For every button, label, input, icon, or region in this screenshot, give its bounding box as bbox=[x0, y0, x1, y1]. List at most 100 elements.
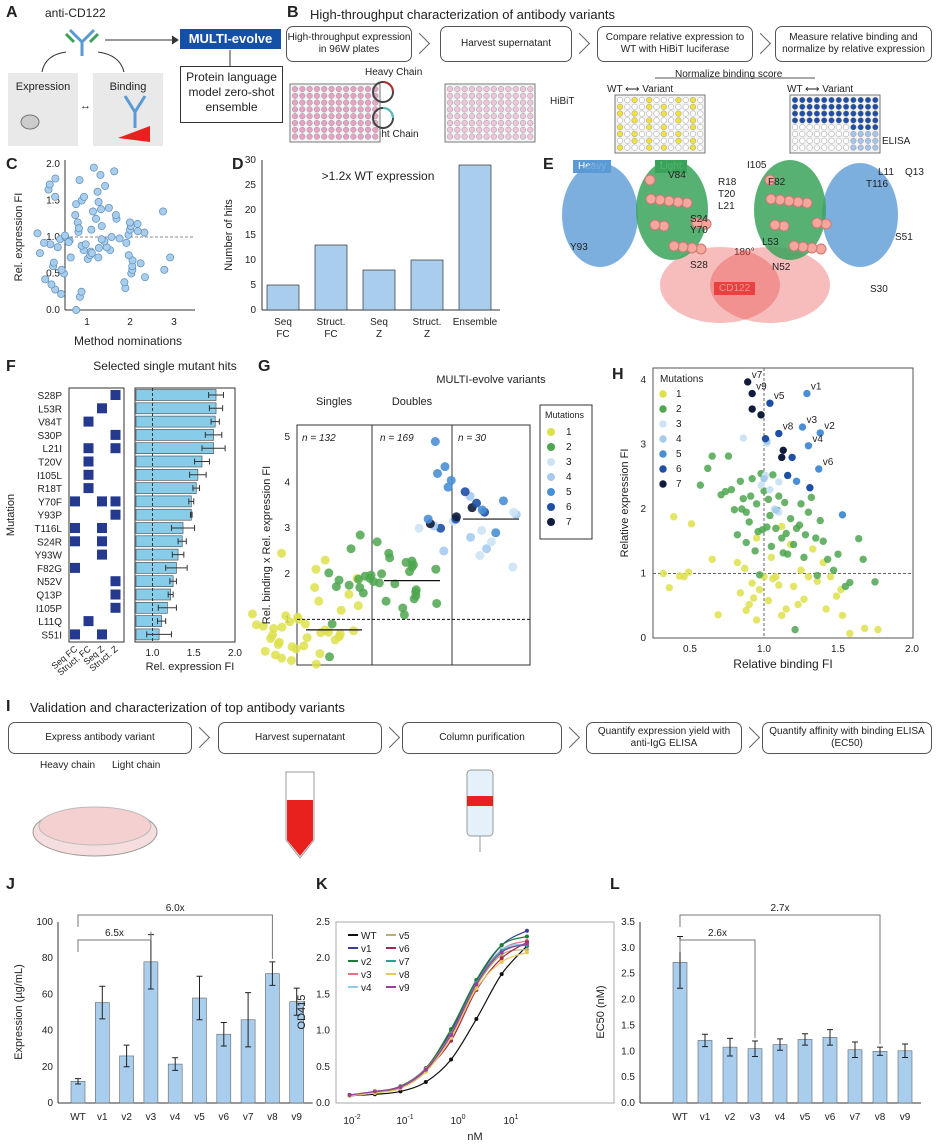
x-tick-label: v8 bbox=[875, 1112, 886, 1123]
data-point bbox=[752, 616, 761, 624]
y-tick-label: 0 bbox=[640, 633, 646, 644]
well bbox=[660, 137, 667, 144]
data-point bbox=[769, 471, 777, 479]
well bbox=[843, 124, 850, 131]
data-point bbox=[680, 573, 688, 581]
data-point bbox=[733, 558, 742, 567]
data-point bbox=[107, 233, 116, 241]
residue-label: S24 bbox=[690, 214, 708, 225]
data-point bbox=[746, 492, 755, 500]
data-point bbox=[766, 485, 774, 494]
y-tick-label: 2.0 bbox=[316, 953, 330, 964]
data-point bbox=[310, 582, 320, 592]
data-point bbox=[749, 594, 758, 602]
well bbox=[865, 124, 872, 131]
legend-label: 6 bbox=[676, 464, 682, 475]
series-line bbox=[349, 945, 528, 1097]
well bbox=[527, 133, 534, 140]
well bbox=[638, 124, 645, 131]
well bbox=[520, 85, 527, 92]
data-point bbox=[800, 595, 808, 603]
well bbox=[813, 110, 820, 117]
row-label: N52V bbox=[37, 577, 62, 588]
chart-title: Selected single mutant hits bbox=[93, 359, 236, 373]
well bbox=[806, 144, 813, 151]
well bbox=[624, 96, 631, 103]
well bbox=[490, 113, 497, 120]
well bbox=[527, 113, 534, 120]
error-bar bbox=[210, 418, 220, 425]
bar bbox=[135, 389, 217, 401]
well bbox=[668, 96, 675, 103]
data-point bbox=[789, 582, 798, 591]
y-tick-label: 1 bbox=[640, 569, 646, 580]
panel-label-j: J bbox=[6, 876, 15, 893]
well bbox=[512, 113, 519, 120]
well bbox=[328, 99, 335, 106]
fold-change-label: 2.7x bbox=[771, 903, 790, 914]
y-tick-label: 1.0 bbox=[621, 1046, 635, 1057]
well-plates bbox=[289, 83, 881, 154]
data-point bbox=[742, 538, 750, 547]
data-point bbox=[748, 405, 756, 413]
well bbox=[357, 99, 364, 106]
protein-structure-render bbox=[562, 160, 898, 323]
well bbox=[335, 92, 342, 99]
y-tick-label: 3.0 bbox=[621, 943, 635, 954]
fold-change-label: 6.5x bbox=[105, 928, 124, 939]
data-point bbox=[336, 605, 346, 615]
well bbox=[638, 110, 645, 117]
data-point bbox=[110, 167, 119, 176]
legend-swatch bbox=[659, 450, 667, 458]
error-bar bbox=[170, 525, 196, 531]
x-tick-label: v5 bbox=[194, 1112, 205, 1123]
x-tick-label: Struct. bbox=[413, 317, 442, 328]
data-point bbox=[398, 1085, 403, 1090]
well bbox=[668, 110, 675, 117]
data-point bbox=[724, 452, 733, 460]
method-square bbox=[83, 616, 94, 627]
x-tick-label: v3 bbox=[750, 1112, 761, 1123]
well bbox=[843, 103, 850, 110]
well bbox=[624, 110, 631, 117]
data-point bbox=[524, 941, 529, 946]
data-point bbox=[823, 555, 832, 564]
data-point bbox=[293, 612, 303, 622]
data-point bbox=[390, 579, 400, 589]
well bbox=[631, 124, 638, 131]
plot-frame bbox=[652, 367, 914, 639]
error-bar bbox=[156, 618, 167, 625]
x-tick-label: 1.5 bbox=[831, 644, 845, 655]
well bbox=[828, 96, 835, 103]
variant-label: v9 bbox=[756, 382, 767, 393]
well bbox=[690, 130, 697, 137]
well bbox=[498, 85, 505, 92]
data-point bbox=[325, 652, 335, 662]
well bbox=[835, 124, 842, 131]
well bbox=[313, 119, 320, 126]
bar bbox=[135, 535, 183, 548]
exponent: -2 bbox=[354, 1114, 360, 1121]
well bbox=[461, 92, 468, 99]
legend-label: v8 bbox=[399, 970, 410, 981]
exponent: 0 bbox=[462, 1114, 466, 1121]
well bbox=[835, 137, 842, 144]
well bbox=[792, 103, 799, 110]
data-point bbox=[35, 249, 44, 258]
data-point bbox=[804, 508, 813, 516]
data-point bbox=[74, 224, 83, 233]
well bbox=[682, 96, 689, 103]
well bbox=[476, 92, 483, 99]
y-tick-label: 15 bbox=[245, 230, 257, 241]
well bbox=[468, 99, 475, 106]
data-point bbox=[87, 249, 96, 258]
method-square bbox=[70, 562, 80, 573]
well bbox=[461, 133, 468, 140]
well bbox=[857, 130, 864, 137]
well bbox=[468, 119, 475, 126]
well bbox=[865, 110, 872, 117]
y-axis-label: OD415 bbox=[296, 995, 308, 1030]
well bbox=[843, 110, 850, 117]
data-point bbox=[745, 600, 753, 609]
error-bar bbox=[189, 471, 207, 478]
